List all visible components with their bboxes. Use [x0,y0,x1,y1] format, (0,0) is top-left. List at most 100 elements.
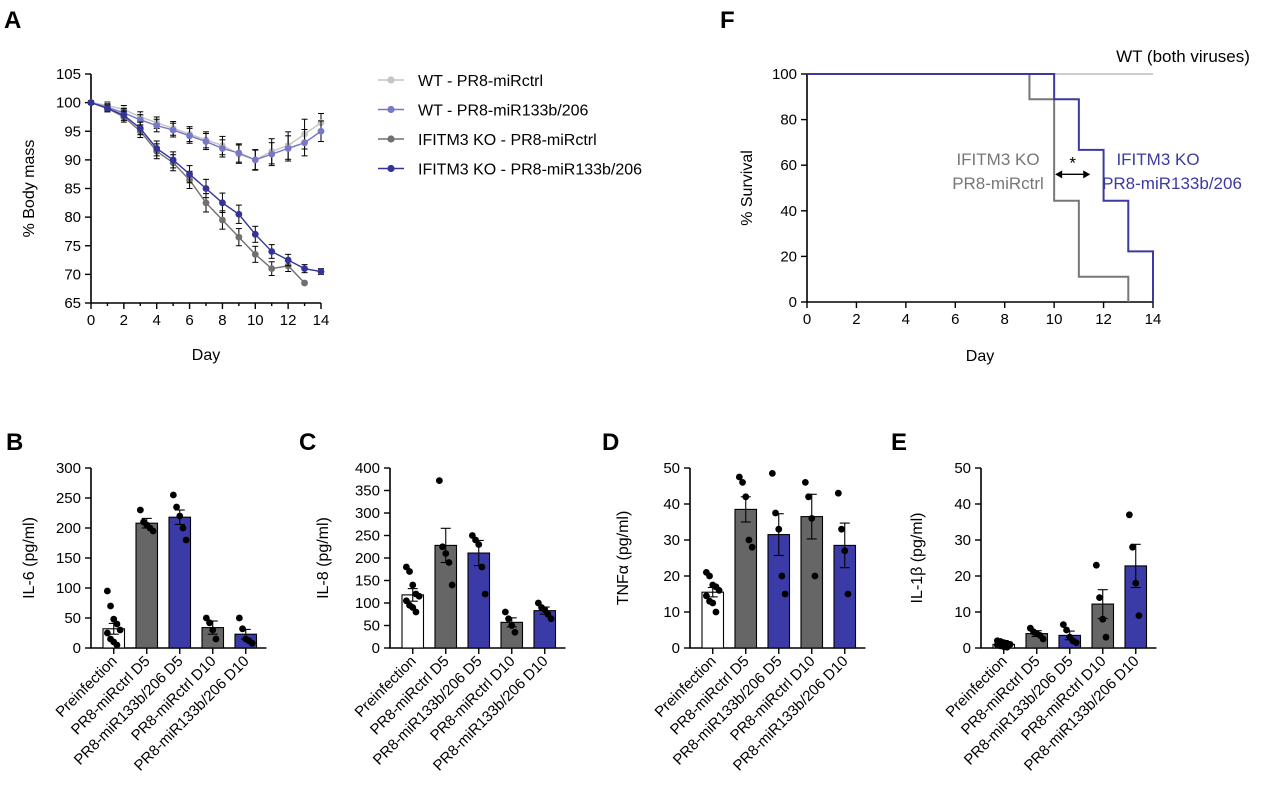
panel-a-ytick-label: 85 [64,181,81,198]
panel-e-data-point [1059,621,1067,628]
panel-e-ytick-label: 40 [954,496,971,513]
panel-e-data-point [1125,511,1133,519]
panel-b-data-point [110,615,118,623]
panel-c-data-point [547,615,555,623]
panel-f-ytick-label: 20 [780,248,797,265]
panel-c-data-point [415,592,423,600]
panel-b-data-point [182,536,190,544]
panel-a-data-point [87,99,95,107]
panel-a-data-point [235,149,243,157]
panel-c-data-point [475,541,483,548]
panel-d-data-point [715,587,723,594]
panel-a-data-point [235,233,243,241]
panel-b-ytick-label: 150 [56,550,81,567]
panel-a-ytick-label: 70 [64,266,81,283]
panel-d-data-point [706,572,713,580]
panel-a-body-mass-chart: A 65 70 75 80 85 90 95 100 105 0 2 4 6 8 10 12 14 Day % Bod… [4,7,642,364]
panel-d-y-label: TNFα (pg/ml) [615,511,632,606]
panel-d-data-point [811,572,819,580]
panel-b-data-point [212,635,220,643]
panel-e-data-point [1003,643,1011,651]
panel-c-ytick-label: 350 [355,483,380,500]
panel-b-ytick-label: 50 [64,610,81,627]
legend-marker [387,164,395,173]
panel-f-ytick-label: 40 [780,203,797,220]
significance-star: * [1069,153,1076,172]
panel-a-data-point [301,279,308,287]
panel-a-xtick-label: 12 [280,312,297,329]
panel-e-data-point [1099,615,1107,623]
panel-e-ytick-label: 10 [954,604,971,621]
significance-arrow-head-left [1055,170,1063,179]
panel-e-data-point [1135,612,1143,619]
panel-b-data-point [113,641,121,649]
panel-d-data-point [834,489,842,497]
panel-d-data-point [778,572,786,580]
panel-a-data-point [317,127,325,135]
panel-d-ytick-label: 50 [663,460,680,477]
panel-b-data-point [209,626,217,634]
panel-b-data-point [173,503,180,511]
survival-label-ko-mir-line1: IFITM3 KO [1116,150,1199,169]
panel-a-xtick-label: 6 [185,312,193,329]
panel-a-xtick-label: 0 [87,312,95,329]
panel-b-data-point [235,614,243,622]
panel-b-data-point [206,619,213,627]
panel-label-e: E [891,429,907,456]
legend-marker [387,135,395,143]
panel-f-ytick-label: 100 [772,66,797,83]
panel-c-data-point [505,615,512,623]
panel-c-ytick-label: 400 [355,460,380,477]
panel-b-data-point [149,527,157,535]
panel-b-data-point [136,506,144,514]
panel-d-ytick-label: 40 [663,496,680,513]
panel-b-data-point [176,512,184,520]
panel-a-data-point [268,265,276,273]
legend-label: IFITM3 KO - PR8-miRctrl [418,132,597,149]
panel-b-data-point [116,626,124,634]
panel-c-ytick-label: 150 [355,573,380,590]
legend-label: IFITM3 KO - PR8-miR133b/206 [418,162,642,179]
panel-d-ytick-label: 30 [663,532,680,549]
panel-f-ytick-label: 60 [780,157,797,174]
panel-e-data-point [1129,543,1136,551]
panel-e-data-point [1063,626,1070,634]
panel-a-ytick-label: 105 [56,66,81,83]
panel-f-xtick-label: 0 [803,311,811,328]
panel-d-ytick-label: 20 [663,568,680,585]
panel-d-bar [734,508,758,649]
panel-a-data-point [284,145,292,152]
panel-d-data-point [775,525,783,533]
panel-d-data-point [735,473,743,481]
panel-d-data-point [801,479,809,486]
panel-a-series-line [90,101,306,284]
panel-a-data-point [268,248,276,255]
panel-b-data-point [248,639,256,647]
panel-a-data-point [169,126,177,134]
panel-b-data-point [169,491,177,499]
panel-a-data-point [219,145,226,152]
panel-e-y-label: IL-1β (pg/ml) [909,513,926,604]
panel-a-xtick-label: 14 [313,312,330,329]
survival-label-ko-ctrl-line2: PR8-miRctrl [952,174,1044,193]
panel-c-ytick-label: 300 [355,505,380,522]
panel-a-xtick-label: 8 [218,312,226,329]
panel-c-data-point [448,581,456,589]
panel-label-c: C [299,429,316,456]
panel-e-ytick-label: 30 [954,532,971,549]
panel-c-data-point [501,608,509,616]
panel-b-ytick-label: 100 [56,580,81,597]
panel-a-xtick-label: 2 [120,312,128,329]
panel-e-data-point [1096,594,1103,601]
panel-d-data-point [742,493,750,501]
panel-e-ytick-label: 50 [954,460,971,477]
panel-a-data-point [186,132,193,140]
legend-label: WT - PR8-miRctrl [418,73,543,90]
panel-c-data-point [478,563,486,571]
panel-c-ytick-label: 50 [363,618,380,635]
panel-a-data-point [284,256,292,264]
panel-b-data-point [103,587,111,595]
